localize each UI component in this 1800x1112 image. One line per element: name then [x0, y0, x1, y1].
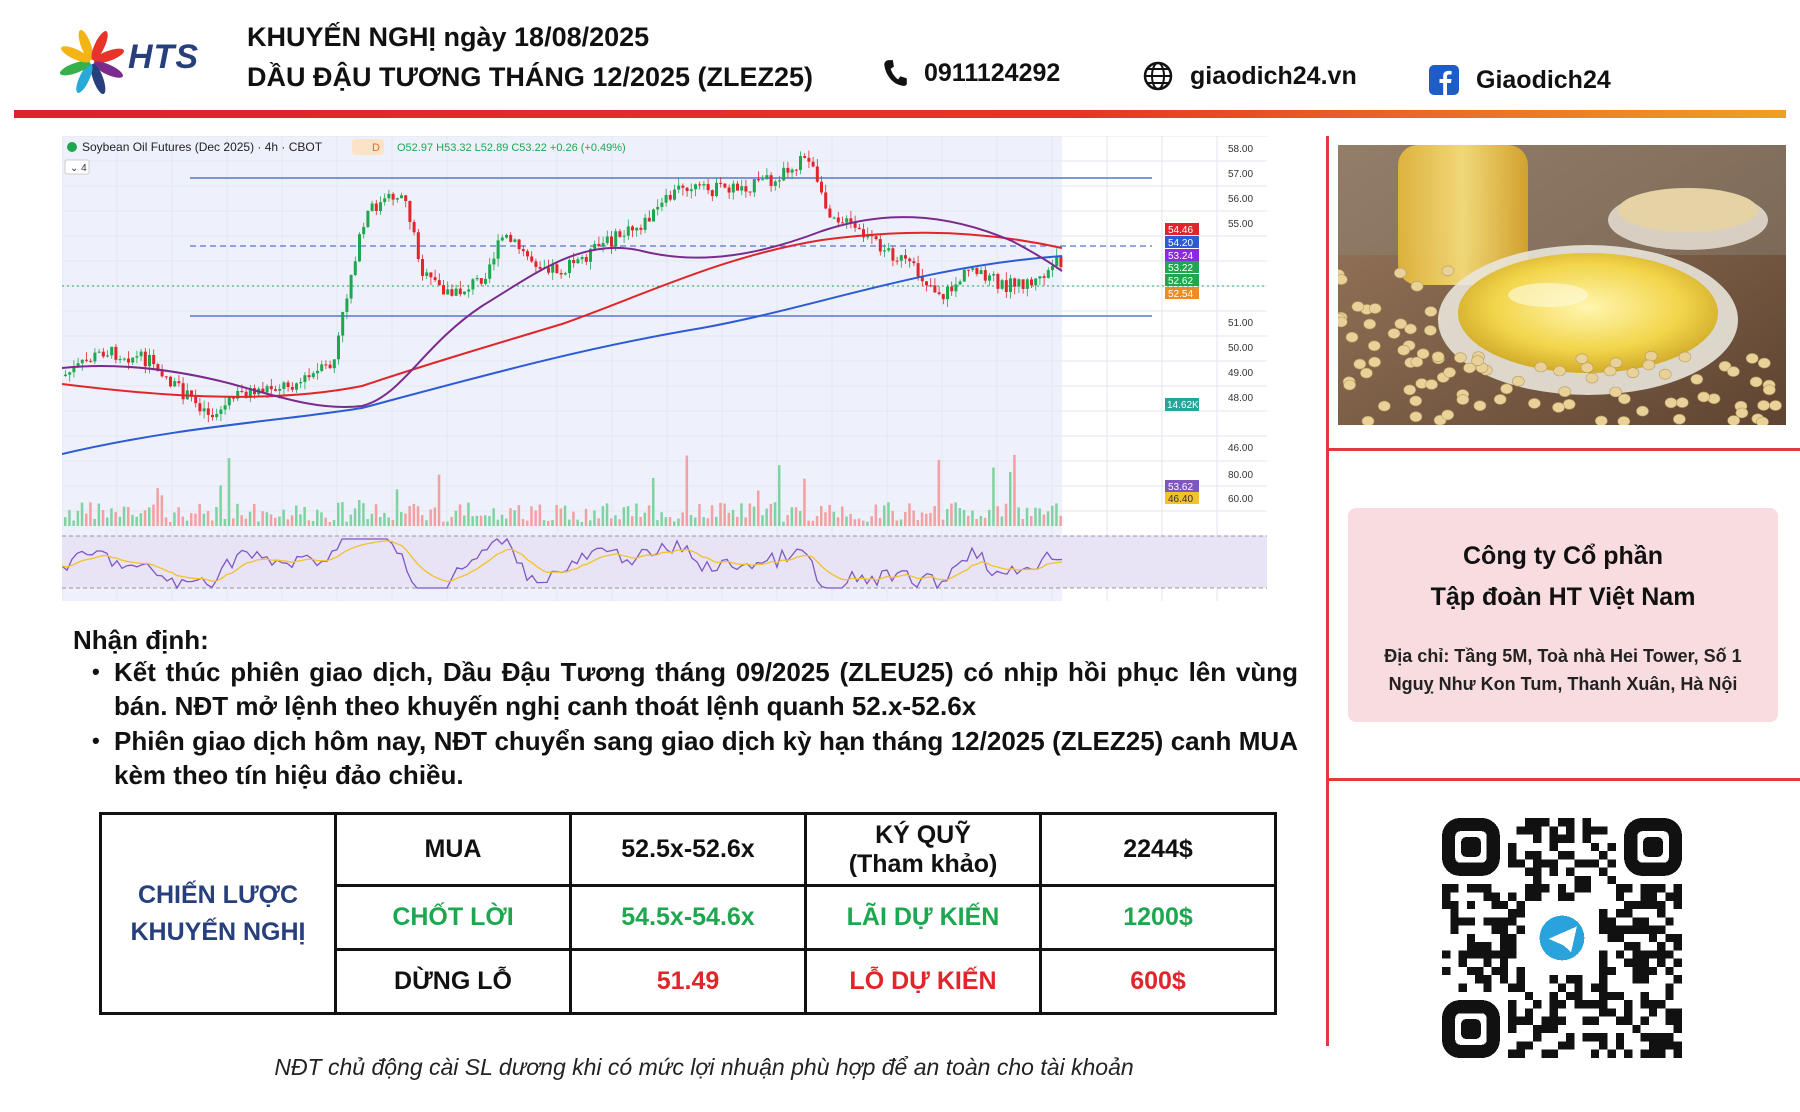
phone-icon	[884, 60, 907, 86]
company-card: Công ty Cổ phần Tập đoàn HT Việt Nam Địa…	[1348, 508, 1778, 722]
price-tick-label: 50.00	[1228, 343, 1253, 354]
telegram-qr-code[interactable]	[1442, 818, 1682, 1058]
price-label-box	[1165, 249, 1199, 261]
company-name-line2: Tập đoàn HT Việt Nam	[1430, 583, 1696, 611]
price-label: 53.22	[1168, 263, 1193, 274]
expected-loss-label: LỖ DỰ KIẾN	[804, 948, 1042, 1015]
phone-contact[interactable]: 0911124292	[882, 58, 1060, 88]
price-tick-label: 55.00	[1228, 219, 1253, 230]
price-label-box	[1165, 287, 1199, 299]
ma-short-line	[61, 216, 1063, 409]
chart-ohlc: O52.97 H53.32 L52.89 C53.22 +0.26 (+0.49…	[397, 142, 626, 154]
margin-value: 2244$	[1039, 812, 1277, 887]
facebook-text: Giaodich24	[1476, 65, 1611, 94]
analysis-heading: Nhận định:	[73, 625, 209, 655]
price-label-box	[1165, 236, 1199, 248]
price-tick-label: 57.00	[1228, 169, 1253, 180]
status-dot-icon	[67, 142, 77, 152]
logo-text: HTS	[128, 38, 199, 76]
buy-label: MUA	[334, 812, 572, 887]
price-tick-label: 51.00	[1228, 318, 1253, 329]
price-label: 54.46	[1168, 225, 1193, 236]
footer-note: NĐT chủ động cài SL dương khi có mức lợi…	[274, 1054, 1134, 1080]
osc-label: 53.62	[1168, 482, 1193, 493]
volume-label: 14.62K	[1167, 400, 1199, 411]
price-label-box	[1165, 274, 1199, 286]
stop-loss-price: 51.49	[569, 948, 807, 1015]
price-tick-label: 56.00	[1228, 194, 1253, 205]
ma-long-line	[61, 255, 1063, 455]
strategy-label: CHIẾN LƯỢC KHUYẾN NGHỊ	[99, 812, 337, 1015]
globe-icon	[1143, 61, 1173, 91]
website-link[interactable]: giaodich24.vn	[1142, 60, 1357, 92]
report-subtitle: DẦU ĐẬU TƯƠNG THÁNG 12/2025 (ZLEZ25)	[247, 62, 814, 92]
volume-label-box	[1165, 398, 1199, 411]
analysis-bullet: Kết thúc phiên giao dịch, Dầu Đậu Tương …	[90, 655, 1298, 723]
analysis-bullets: Kết thúc phiên giao dịch, Dầu Đậu Tương …	[90, 655, 1298, 793]
soybean-oil-photo	[1338, 145, 1786, 425]
price-tick-label: 46.00	[1228, 443, 1253, 454]
website-text: giaodich24.vn	[1190, 61, 1357, 90]
price-label: 52.62	[1168, 276, 1193, 287]
phone-number: 0911124292	[924, 58, 1061, 87]
section-divider	[1329, 778, 1800, 781]
header-divider	[14, 110, 1786, 118]
rsi-signal-line	[61, 540, 1063, 583]
price-chart: Soybean Oil Futures (Dec 2025) · 4h · CB…	[61, 135, 1312, 601]
osc-label: 46.40	[1168, 494, 1193, 505]
analysis-bullet: Phiên giao dịch hôm nay, NĐT chuyển sang…	[90, 724, 1298, 792]
facebook-icon	[1429, 65, 1459, 95]
oil-bottle	[1398, 145, 1528, 285]
price-tick-label: 49.00	[1228, 368, 1253, 379]
report-title: KHUYẾN NGHỊ ngày 18/08/2025	[247, 22, 650, 52]
strategy-table: CHIẾN LƯỢC KHUYẾN NGHỊ MUA 52.5x-52.6x K…	[99, 812, 1277, 1015]
oscillator-band	[62, 536, 1267, 588]
expected-profit-label: LÃI DỰ KIẾN	[804, 884, 1042, 951]
osc-label-box	[1165, 492, 1199, 504]
price-label: 53.24	[1168, 251, 1193, 262]
price-label-box	[1165, 223, 1199, 235]
section-divider	[1329, 448, 1800, 451]
price-tick-label: 58.00	[1228, 144, 1253, 155]
company-name-line1: Công ty Cổ phần	[1463, 542, 1663, 570]
chart-badge: D	[372, 142, 380, 154]
osc-tick-label: 60.00	[1228, 494, 1253, 505]
column-divider	[1326, 136, 1329, 1046]
chart-symbol-title: Soybean Oil Futures (Dec 2025) · 4h · CB…	[82, 140, 323, 154]
margin-label: KÝ QUỸ (Tham khảo)	[804, 812, 1042, 887]
ma-mid-line	[61, 231, 1063, 398]
price-label-box	[1165, 261, 1199, 273]
expected-loss-value: 600$	[1039, 948, 1277, 1015]
price-label: 54.20	[1168, 238, 1193, 249]
take-profit-price: 54.5x-54.6x	[569, 884, 807, 951]
take-profit-label: CHỐT LỜI	[334, 884, 572, 951]
osc-tick-label: 80.00	[1228, 470, 1253, 481]
company-address: Địa chỉ: Tầng 5M, Toà nhà Hei Tower, Số …	[1384, 646, 1742, 694]
price-label: 52.54	[1168, 289, 1193, 300]
indicator-count[interactable]: ⌄ 4	[70, 163, 87, 174]
candlestick-chart-svg: Soybean Oil Futures (Dec 2025) · 4h · CB…	[61, 135, 1267, 601]
price-tick-label: 48.00	[1228, 393, 1253, 404]
hts-logo-icon	[60, 29, 125, 95]
buy-price: 52.5x-52.6x	[569, 812, 807, 887]
facebook-link[interactable]: Giaodich24	[1428, 64, 1611, 96]
stop-loss-label: DỪNG LỖ	[334, 948, 572, 1015]
expected-profit-value: 1200$	[1039, 884, 1277, 951]
osc-label-box	[1165, 480, 1199, 492]
